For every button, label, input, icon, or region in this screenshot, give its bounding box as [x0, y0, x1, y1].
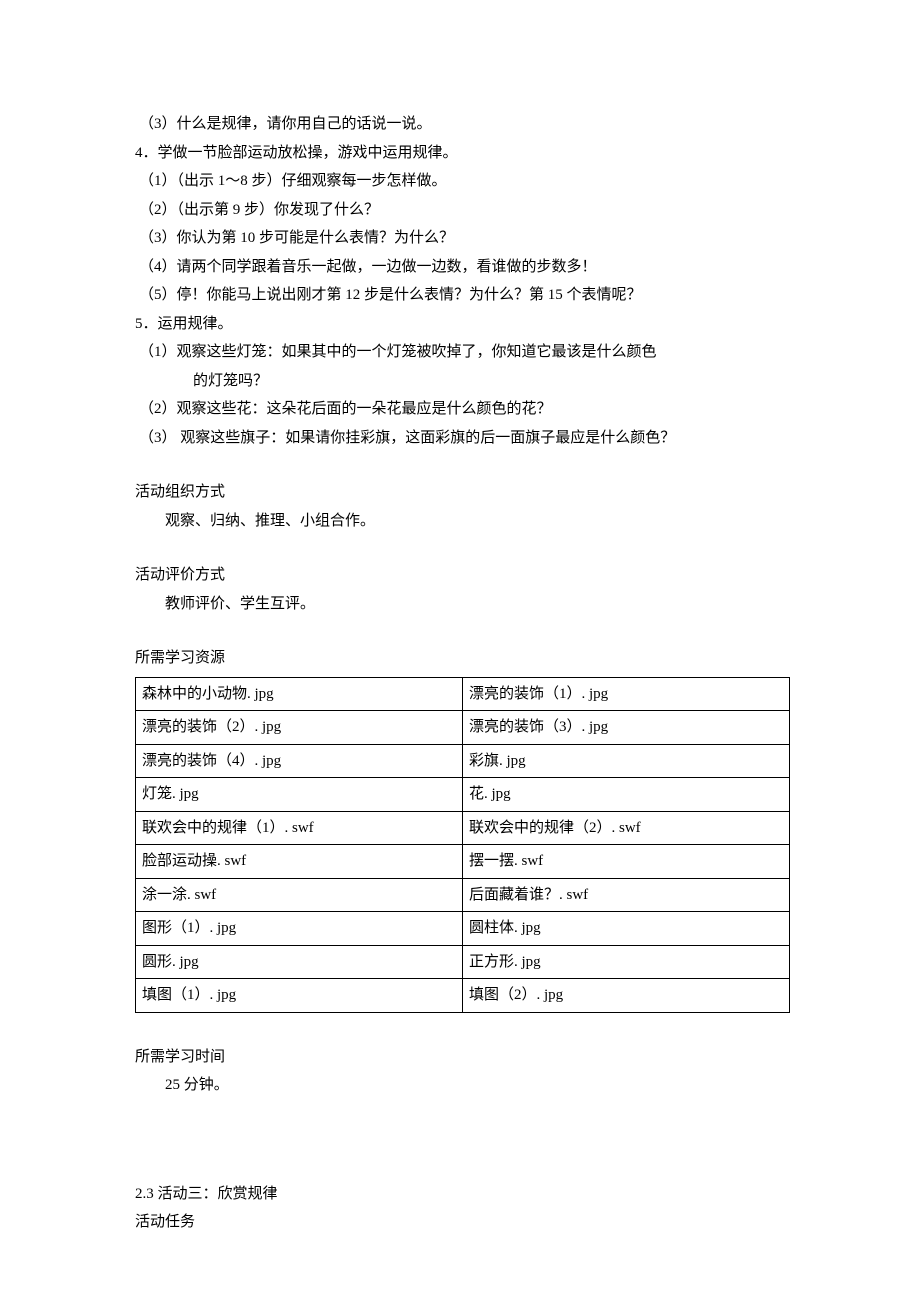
time-body: 25 分钟。: [135, 1071, 790, 1100]
main-content: （3）什么是规律，请你用自己的话说一说。 4．学做一节脸部运动放松操，游戏中运用…: [135, 110, 790, 452]
time-title: 所需学习时间: [135, 1043, 790, 1072]
table-row: 漂亮的装饰（2）. jpg漂亮的装饰（3）. jpg: [136, 711, 790, 745]
line-4-4: （4）请两个同学跟着音乐一起做，一边做一边数，看谁做的步数多！: [135, 253, 790, 282]
resource-cell: 正方形. jpg: [463, 945, 790, 979]
resource-cell: 联欢会中的规律（1）. swf: [136, 811, 463, 845]
resource-cell: 圆形. jpg: [136, 945, 463, 979]
line-4-2: （2）（出示第 9 步）你发现了什么？: [135, 196, 790, 225]
line-4-1: （1）（出示 1～8 步）仔细观察每一步怎样做。: [135, 167, 790, 196]
item-5: 5．运用规律。: [135, 310, 790, 339]
activity-3-task: 活动任务: [135, 1208, 790, 1237]
table-row: 圆形. jpg正方形. jpg: [136, 945, 790, 979]
table-row: 漂亮的装饰（4）. jpg彩旗. jpg: [136, 744, 790, 778]
table-row: 联欢会中的规律（1）. swf联欢会中的规律（2）. swf: [136, 811, 790, 845]
resource-cell: 联欢会中的规律（2）. swf: [463, 811, 790, 845]
line-5-1b: 的灯笼吗？: [135, 367, 790, 396]
resource-cell: 漂亮的装饰（1）. jpg: [463, 677, 790, 711]
item-4: 4．学做一节脸部运动放松操，游戏中运用规律。: [135, 139, 790, 168]
table-row: 灯笼. jpg花. jpg: [136, 778, 790, 812]
resources-table: 森林中的小动物. jpg漂亮的装饰（1）. jpg漂亮的装饰（2）. jpg漂亮…: [135, 677, 790, 1013]
eval-title: 活动评价方式: [135, 561, 790, 590]
eval-section: 活动评价方式 教师评价、学生互评。: [135, 561, 790, 618]
resource-cell: 漂亮的装饰（4）. jpg: [136, 744, 463, 778]
time-section: 所需学习时间 25 分钟。: [135, 1043, 790, 1100]
table-row: 填图（1）. jpg填图（2）. jpg: [136, 979, 790, 1013]
resource-cell: 后面藏着谁？. swf: [463, 878, 790, 912]
resource-cell: 花. jpg: [463, 778, 790, 812]
line-3: （3）什么是规律，请你用自己的话说一说。: [135, 110, 790, 139]
resource-cell: 填图（2）. jpg: [463, 979, 790, 1013]
resource-cell: 图形（1）. jpg: [136, 912, 463, 946]
resources-section: 所需学习资源 森林中的小动物. jpg漂亮的装饰（1）. jpg漂亮的装饰（2）…: [135, 644, 790, 1013]
activity-3-section: 2.3 活动三：欣赏规律 活动任务: [135, 1180, 790, 1237]
table-row: 森林中的小动物. jpg漂亮的装饰（1）. jpg: [136, 677, 790, 711]
table-row: 脸部运动操. swf摆一摆. swf: [136, 845, 790, 879]
table-row: 图形（1）. jpg圆柱体. jpg: [136, 912, 790, 946]
resource-cell: 脸部运动操. swf: [136, 845, 463, 879]
table-row: 涂一涂. swf后面藏着谁？. swf: [136, 878, 790, 912]
resource-cell: 灯笼. jpg: [136, 778, 463, 812]
line-4-5: （5）停！你能马上说出刚才第 12 步是什么表情？为什么？第 15 个表情呢？: [135, 281, 790, 310]
org-title: 活动组织方式: [135, 478, 790, 507]
resource-cell: 涂一涂. swf: [136, 878, 463, 912]
resource-cell: 摆一摆. swf: [463, 845, 790, 879]
line-5-3: （3） 观察这些旗子：如果请你挂彩旗，这面彩旗的后一面旗子最应是什么颜色？: [135, 424, 790, 453]
org-section: 活动组织方式 观察、归纳、推理、小组合作。: [135, 478, 790, 535]
resource-cell: 漂亮的装饰（2）. jpg: [136, 711, 463, 745]
eval-body: 教师评价、学生互评。: [135, 590, 790, 619]
resource-cell: 森林中的小动物. jpg: [136, 677, 463, 711]
resource-cell: 漂亮的装饰（3）. jpg: [463, 711, 790, 745]
resource-cell: 圆柱体. jpg: [463, 912, 790, 946]
activity-3-title: 2.3 活动三：欣赏规律: [135, 1180, 790, 1209]
line-5-2: （2）观察这些花：这朵花后面的一朵花最应是什么颜色的花？: [135, 395, 790, 424]
line-4-3: （3）你认为第 10 步可能是什么表情？为什么？: [135, 224, 790, 253]
resources-title: 所需学习资源: [135, 644, 790, 673]
resource-cell: 彩旗. jpg: [463, 744, 790, 778]
resource-cell: 填图（1）. jpg: [136, 979, 463, 1013]
line-5-1a: （1）观察这些灯笼：如果其中的一个灯笼被吹掉了，你知道它最该是什么颜色: [135, 338, 790, 367]
org-body: 观察、归纳、推理、小组合作。: [135, 507, 790, 536]
